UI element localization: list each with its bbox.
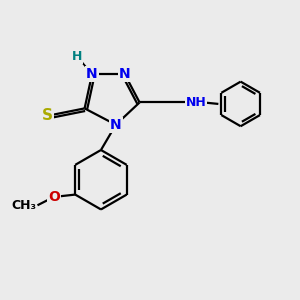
Text: CH₃: CH₃ — [11, 199, 36, 212]
Text: H: H — [72, 50, 83, 63]
Text: N: N — [110, 118, 122, 132]
Text: O: O — [48, 190, 60, 204]
Text: N: N — [86, 67, 98, 81]
Text: NH: NH — [186, 96, 206, 109]
Text: N: N — [119, 67, 130, 81]
Text: S: S — [42, 108, 53, 123]
